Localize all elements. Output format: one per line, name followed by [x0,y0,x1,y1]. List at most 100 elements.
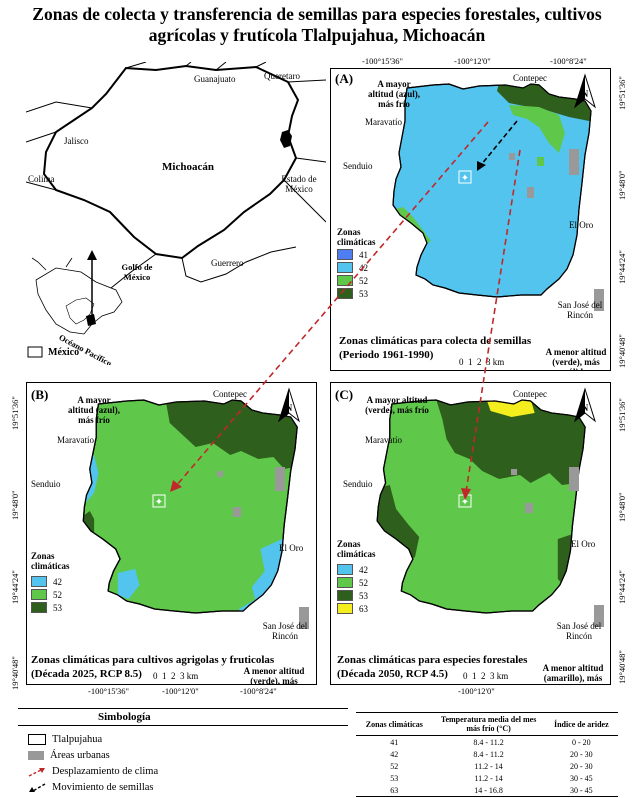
panel-a-period: (Periodo 1961-1990) [339,349,434,361]
legend-mexico: México [48,347,80,358]
svg-text:✦: ✦ [155,497,163,508]
panel-a-legend-53: 53 [337,288,368,299]
panel-c-period: (Década 2050, RCP 4.5) [337,668,448,680]
panel-a-legend-title: Zonas climáticas [337,227,376,247]
panel-b-legend-42: 42 [31,576,62,587]
panel-b-letter: (B) [31,387,49,402]
symbology-movimiento: Movimiento de semillas [28,782,154,793]
panel-c-legend-53: 53 [337,590,368,601]
label-san-jose-b: San José del Rincón [262,621,308,641]
panel-c-letter: (C) [335,387,354,402]
label-el-oro-a: El Oro [569,220,594,230]
coord-a-side-4: 19°40'48" [617,334,627,368]
overview-graphic [26,62,326,358]
label-contepec-b: Contepec [213,389,247,399]
coord-b-side-3: 19°44'24" [10,570,20,604]
label-jalisco: Jalisco [64,136,89,146]
table-row: 53 11.2 - 14 30 - 45 [390,773,593,783]
panel-a: ✦ N (A) A mayor altitud (azul), más frío… [330,68,611,371]
panel-c-low: A menor altitud (amarillo), más cálido [542,663,604,684]
table-row: 41 8.4 - 11.2 0 - 20 [390,737,591,747]
symbology-tlalpujahua: Tlalpujahua [28,734,102,745]
black-dashed-arrow-icon [29,782,46,792]
svg-text:N: N [286,403,293,413]
label-golfo-mexico: Golfo de México [121,262,153,282]
label-senduio-a: Senduio [343,161,373,171]
svg-text:N: N [582,89,589,99]
label-maravatio-b: Maravatío [57,435,94,445]
panel-a-scale: 0 1 2 3 km [459,357,505,367]
symbology-areas-urbanas: Áreas urbanas [28,750,110,761]
label-guanajuato: Guanajuato [194,74,236,84]
overview-map: Guanajuato Queretaro Jalisco Michoacán E… [26,62,326,365]
table-header-zone: Zonas climáticas [356,712,433,736]
table-row: 52 11.2 - 14 20 - 30 [390,761,593,771]
symbology-desplazamiento: Desplazamiento de clima [28,766,158,777]
coord-c-side-3: 19°44'24" [617,570,627,604]
coord-top-2: -100°12'0" [454,56,491,66]
north-arrow-icon: N [574,387,596,423]
panel-b-legend-title: Zonas climáticas [31,551,70,571]
panel-b-legend-52: 52 [31,589,62,600]
table-header-aridity: Índice de aridez [544,712,618,736]
svg-text:✦: ✦ [461,173,469,184]
north-arrow-icon: N [574,73,596,109]
coord-bottom-2: -100°12'0" [162,686,199,696]
coord-a-side-3: 19°44'24" [617,250,627,284]
coord-b-side-1: 19°51'36" [10,396,20,430]
label-san-jose-a: San José del Rincón [557,300,603,320]
coord-a-side-2: 19°48'0" [617,170,627,200]
panel-c-scale: 0 1 2 3 km [463,671,509,681]
label-san-jose-c: San José del Rincón [556,621,602,641]
label-contepec-a: Contepec [513,73,547,83]
panel-a-low: A menor altitud (verde), más cálido [545,347,607,370]
label-guerrero: Guerrero [211,258,244,268]
red-dashed-arrow-icon [28,767,45,777]
panel-c-legend-42: 42 [337,564,368,575]
coord-top-3: -100°8'24" [550,56,587,66]
label-estado-mexico: Estado de México [281,174,317,194]
label-maravatio-c: Maravatío [365,435,402,445]
symbology-title: Simbología [98,711,151,723]
coord-top-1: -100°15'36" [362,56,403,66]
coord-c-side-1: 19°51'36" [617,398,627,432]
panel-b: ✦ N (B) A mayor altitud (azul), más frío… [26,382,317,685]
panel-a-caption: Zonas climáticas para colecta de semilla… [339,335,532,347]
panel-a-legend-42: 42 [337,262,368,273]
climate-zones-table: Zonas climáticas Temperatura media del m… [356,712,618,797]
panel-a-legend-52: 52 [337,275,368,286]
panel-c: ✦ N (C) A mayor altitud (verde), más frí… [330,382,611,685]
panel-b-period: (Década 2025, RCP 8.5) [31,668,142,680]
table-row: 42 8.4 - 11.2 20 - 30 [390,749,593,759]
svg-text:✦: ✦ [461,497,469,508]
table-header-temp: Temperatura media del mes más frío (°C) [432,712,545,736]
panel-c-legend-52: 52 [337,577,368,588]
panel-c-caption: Zonas climáticas para especies forestale… [337,654,528,666]
coord-c-side-2: 19°48'0" [617,492,627,522]
panel-a-legend-41: 41 [337,249,368,260]
coord-a-side-1: 19°51'36" [617,76,627,110]
symbology-box: Simbología [18,708,348,794]
coord-b-side-4: 19°40'48" [10,656,20,690]
label-maravatio-a: Maravatío [365,117,402,127]
panel-c-high: A mayor altitud (verde), más frío [365,395,429,415]
panel-c-legend-title: Zonas climáticas [337,539,376,559]
map-title: Zonas de colecta y transferencia de semi… [32,4,602,45]
label-senduio-c: Senduio [343,479,373,489]
panel-c-legend-63: 63 [337,603,368,614]
label-queretaro: Queretaro [264,71,300,81]
panel-b-caption: Zonas climáticas para cultivos agrigolas… [31,654,275,666]
coord-b-side-2: 19°48'0" [10,490,20,520]
panel-a-high: A mayor altitud (azul), más frío [367,79,420,109]
label-el-oro-b: El Oro [279,543,304,553]
label-senduio-b: Senduio [31,479,61,489]
label-contepec-c: Contepec [513,389,547,399]
panel-b-legend-53: 53 [31,602,62,613]
coord-bottom-4: -100°12'0" [458,686,495,696]
panel-b-scale: 0 1 2 3 km [153,671,199,681]
coord-bottom-1: -100°15'36" [88,686,129,696]
coord-c-side-4: 19°40'48" [617,650,627,684]
coord-bottom-3: -100°8'24" [240,686,277,696]
label-colima: Colima [28,174,55,184]
panel-a-letter: (A) [335,71,354,86]
